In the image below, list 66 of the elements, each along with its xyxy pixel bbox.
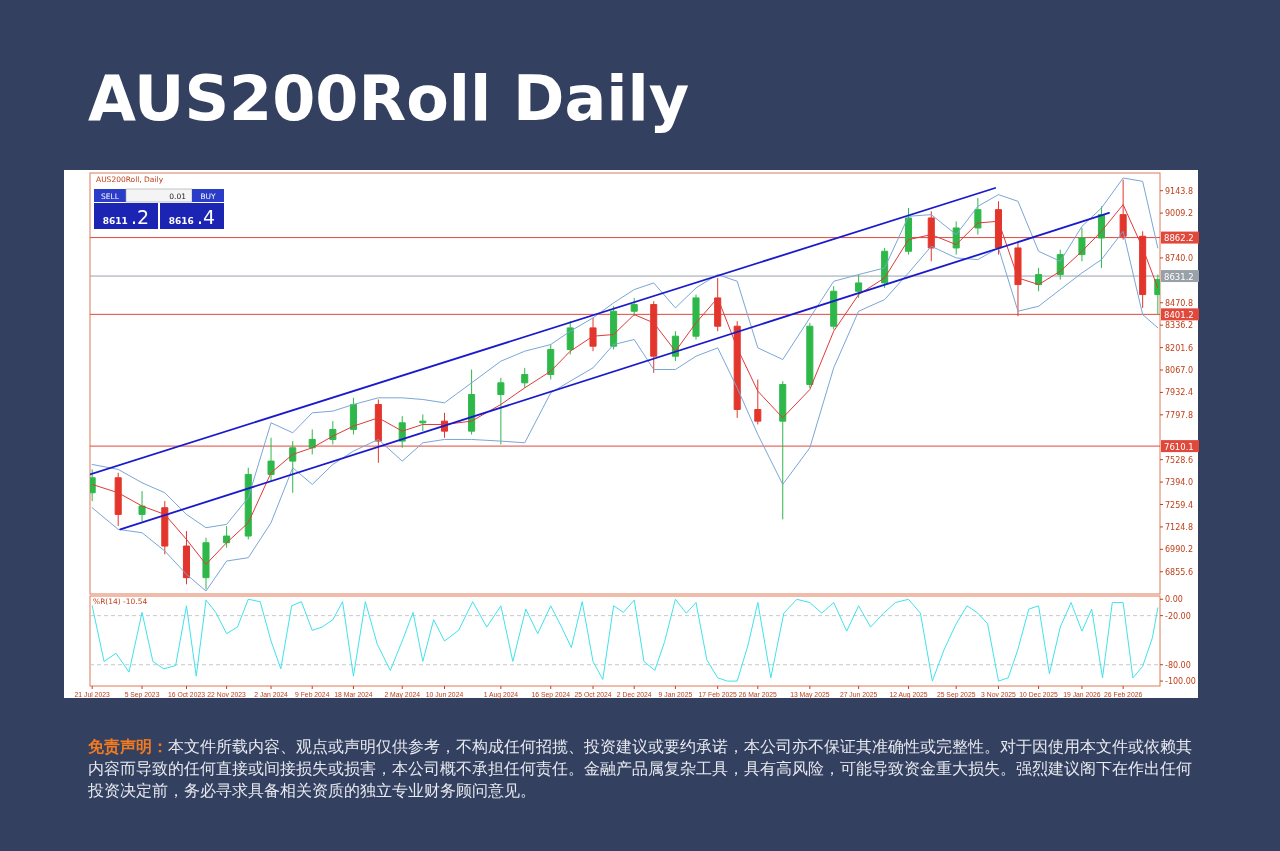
candlestick [308, 428, 316, 455]
candlestick [114, 472, 122, 527]
y-tick-label: 8067.0 [1165, 366, 1193, 376]
candlestick [974, 197, 982, 236]
candlestick [1139, 230, 1147, 309]
y-tick-label: 9143.8 [1165, 186, 1193, 196]
candlestick [855, 274, 863, 299]
candlestick [374, 398, 382, 464]
annotation: 8616.4 [168, 206, 216, 228]
candlestick [521, 367, 529, 389]
text: 免责声明：本文件所载内容、观点或声明仅供参考，不构成任何招揽、投资建议或要约承诺，本公司亦不保证其准确性或完整性。对于因使用本文件或依赖其内容而导致的任何直接或间接损失或损害，本公司概不承担任何责任。金融产品属复杂工具，具有高风险，可能导致资金重大损失。强烈建议阁下在作出任何投资决定前，务必寻求具备相关资质的独立专业财务顾问意见。 [88, 737, 1193, 801]
candlestick [419, 413, 427, 432]
candlestick [468, 369, 476, 435]
candlestick [904, 207, 913, 256]
candlestick [927, 210, 935, 262]
y-tick-label: 7528.6 [1165, 455, 1193, 465]
chart-title: AUS200Roll Daily [88, 62, 690, 135]
candlestick [289, 440, 297, 494]
candlestick [202, 537, 210, 590]
y-tick-label: 7932.4 [1165, 388, 1193, 398]
candlestick [806, 322, 814, 389]
candlestick [714, 277, 722, 332]
line-series [91, 598, 1159, 682]
candlestick [779, 380, 787, 520]
y-tick-label: 7797.8 [1165, 410, 1193, 420]
y-tick-label: 8336.2 [1165, 321, 1193, 331]
candlestick [182, 530, 191, 585]
ref-line-label: 8401.2 [1164, 309, 1194, 320]
y-tick-label: 7259.4 [1165, 500, 1193, 510]
candlestick [733, 320, 741, 419]
candlestick [161, 500, 169, 555]
y-tick-label: 9009.2 [1165, 209, 1193, 219]
ref-line-label: 7610.1 [1164, 441, 1194, 452]
candlestick [610, 305, 618, 351]
y-tick-label: 0.00 [1165, 595, 1183, 605]
annotation: 8611.2 [102, 206, 150, 228]
y-tick-label: 6990.2 [1165, 545, 1193, 555]
y-tick-label: 8201.6 [1165, 343, 1193, 353]
candlestick [830, 285, 838, 331]
candlestick [267, 437, 275, 482]
y-tick-label: 8740.0 [1165, 253, 1193, 263]
candlestick [547, 344, 555, 380]
candlestick [589, 317, 597, 352]
y-tick-label: -100.00 [1165, 677, 1196, 687]
candlestick [650, 300, 658, 374]
y-tick-label: 7394.0 [1165, 478, 1193, 488]
y-tick-label: -20.00 [1165, 611, 1191, 621]
line-series [91, 177, 1159, 529]
ref-line-label: 8631.2 [1164, 271, 1194, 282]
ref-line-label: 8862.2 [1164, 233, 1194, 244]
candlestick [754, 379, 762, 425]
candlestick [349, 397, 357, 435]
candlestick [1119, 179, 1127, 241]
candlestick [1014, 242, 1022, 317]
candlestick [138, 490, 146, 522]
candlestick [1078, 227, 1086, 262]
y-tick-label: 6855.6 [1165, 567, 1193, 577]
candlestick [90, 468, 96, 502]
candlestick [630, 297, 638, 317]
y-tick-label: -80.00 [1165, 660, 1191, 670]
y-tick-label: 7124.8 [1165, 522, 1193, 532]
candlestick [566, 320, 574, 356]
candlestick [497, 377, 505, 445]
candlestick [692, 294, 700, 341]
candlestick [994, 200, 1003, 256]
y-tick-label: 8470.8 [1165, 298, 1193, 308]
